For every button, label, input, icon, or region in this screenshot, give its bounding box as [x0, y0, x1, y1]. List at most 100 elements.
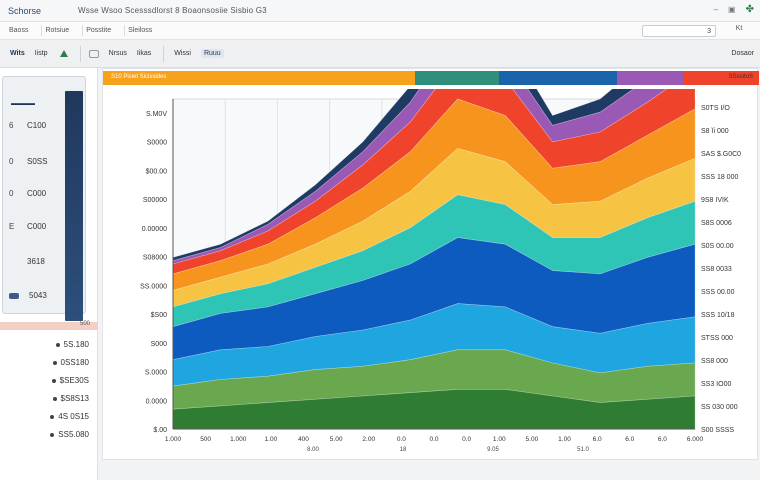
app-name: Schorse	[8, 5, 42, 16]
arrow-up-icon[interactable]	[59, 50, 68, 57]
search-button[interactable]: Kt	[735, 25, 743, 32]
y-tick-label-left: 0.00000	[142, 226, 167, 233]
bullet-icon	[51, 378, 56, 383]
sidebar-row-value: SS5.080	[58, 430, 89, 439]
sidebar-item-label: C000	[27, 189, 47, 198]
x-sub-label: 9.05	[487, 447, 499, 453]
legend-strip-teal	[415, 71, 499, 85]
chart-area: S.M0V S0000 $00.00 S00000 0.00000 S08000 SS.00…	[103, 6, 759, 461]
sidebar-item[interactable]: 6 C100	[9, 121, 46, 130]
x-tick-label: 1.000	[230, 436, 247, 443]
ribbon: Wits Iistp Nrsus Iikas Wissi Ruuu Dosaor	[0, 40, 760, 68]
bullet-icon	[52, 396, 57, 401]
toolbar-item-1[interactable]: Baoss	[9, 27, 29, 34]
legend-strip-orange	[103, 71, 415, 85]
x-sub-label: 8.00	[307, 447, 319, 453]
y-tick-label-left: S00000	[143, 197, 167, 204]
sidebar-divider-value: 500	[79, 321, 90, 327]
y-tick-label-right: S0S 00.00	[701, 243, 734, 250]
image-icon[interactable]	[88, 49, 99, 58]
x-tick-label: 1.00	[265, 436, 278, 443]
ribbon-item-wissi[interactable]: Wissi	[174, 50, 191, 57]
bullet-icon	[50, 432, 55, 437]
bullet-icon	[55, 342, 60, 347]
y-tick-label-left: S.0000	[145, 370, 167, 377]
sidebar-item[interactable]: 0 C000	[9, 189, 46, 198]
sidebar-item-index	[9, 257, 17, 266]
ribbon-item-iistp[interactable]: Iistp	[34, 50, 48, 57]
toolbar: Baoss Rotsiue Posstite Sleiloss 3 Kt	[0, 22, 760, 40]
x-tick-label: 6.0	[593, 436, 602, 443]
ribbon-item-iikas[interactable]: Iikas	[136, 50, 152, 57]
sidebar-item-index: 0	[9, 157, 14, 166]
sidebar-row[interactable]: 4S 0S15	[50, 412, 89, 421]
x-tick-label: 1.000	[165, 436, 182, 443]
legend-strip-purple	[617, 71, 683, 85]
sidebar-item[interactable]: 3618	[9, 257, 45, 266]
sidebar-item-label: C000	[27, 222, 47, 231]
y-tick-label-right: STSS 000	[701, 335, 733, 342]
sidebar-item-index: E	[9, 222, 15, 231]
legend-strip-red	[683, 71, 759, 85]
minimize-button[interactable]: –	[713, 5, 719, 14]
bullet-icon	[50, 414, 55, 419]
x-tick-label: 6.0	[658, 436, 667, 443]
ribbon-item-ruuu[interactable]: Ruuu	[200, 49, 224, 58]
legend-strip	[103, 71, 759, 85]
y-tick-label-left: S0000	[147, 140, 167, 147]
sidebar: ▬▬▬▬ 6 C100 0 S0SS 0 C000 E C000 3618 5043 5…	[0, 68, 98, 480]
x-tick-label: 500	[200, 436, 211, 443]
x-tick-label: 6.0	[625, 436, 634, 443]
window-controls: – ▣ ✤	[714, 4, 754, 15]
y-tick-label-right: SSS 18 000	[701, 174, 738, 181]
ribbon-item-wits[interactable]: Wits	[10, 50, 25, 57]
y-tick-label-right: SS 030 000	[701, 404, 738, 411]
y-tick-label-left: $00.00	[146, 168, 168, 175]
ribbon-right-label[interactable]: Dosaor	[731, 50, 754, 57]
ribbon-item-nrsus[interactable]: Nrsus	[108, 50, 127, 57]
legend-strip-blue	[499, 71, 617, 85]
sidebar-accent-bar	[65, 91, 83, 321]
y-tick-label-right: SS3 IO00	[701, 381, 731, 388]
toolbar-item-4[interactable]: Sleiloss	[124, 25, 155, 36]
search-input[interactable]: 3	[642, 25, 716, 37]
x-tick-label: 0.0	[462, 436, 471, 443]
sidebar-panel: ▬▬▬▬ 6 C100 0 S0SS 0 C000 E C000 3618 5043	[2, 76, 86, 321]
toolbar-item-2[interactable]: Rotsiue	[41, 25, 72, 36]
toolbar-item-3[interactable]: Posstite	[82, 25, 114, 36]
app-logo-icon: ✤	[745, 4, 754, 15]
ribbon-separator	[163, 45, 165, 62]
sidebar-item[interactable]: E C000	[9, 222, 46, 231]
sidebar-header: ▬▬▬▬	[11, 101, 35, 107]
sidebar-row[interactable]: 5S.180	[55, 340, 89, 349]
sidebar-item-label: C100	[27, 121, 47, 130]
title-bar: Schorse Wsse Wsoo Scesssdlorst 8 Boaonso…	[0, 0, 760, 22]
y-tick-label-left: S08000	[143, 255, 167, 262]
x-tick-label: 2.00	[362, 436, 375, 443]
sidebar-row-value: $SE30S	[59, 376, 89, 385]
y-tick-label-right: SS8 000	[701, 358, 728, 365]
sidebar-row[interactable]: SS5.080	[50, 430, 89, 439]
stacked-area-chart: S.M0V S0000 $00.00 S00000 0.00000 S08000 SS.00…	[140, 6, 741, 453]
strip-right-label: SSssitoS	[728, 74, 753, 80]
sidebar-item[interactable]: 0 S0SS	[9, 157, 47, 166]
sidebar-row-value: 0SS180	[60, 358, 89, 367]
sidebar-row[interactable]: $S8S13	[52, 394, 89, 403]
sidebar-item-label: 3618	[27, 257, 45, 266]
strip-label: S10 Pisiet Sicissides	[111, 74, 167, 80]
sidebar-row[interactable]: 0SS180	[52, 358, 89, 367]
sidebar-row-value: $S8S13	[60, 394, 89, 403]
y-tick-label-right: 9S8 IVIK	[701, 197, 729, 204]
main-panel: S10 Pisiet Sicissides SSssitoS S.M0V S000…	[102, 6, 759, 461]
sidebar-row[interactable]: $SE30S	[51, 376, 89, 385]
bullet-icon	[52, 360, 57, 365]
x-tick-label: 6.000	[687, 436, 704, 443]
sidebar-row-value: 4S 0S15	[58, 412, 89, 421]
document-title: Wsse Wsoo Scesssdlorst 8 Boaonsosiie Sis…	[78, 6, 267, 15]
maximize-button[interactable]: ▣	[728, 5, 736, 14]
sidebar-item-marker	[9, 293, 19, 299]
y-tick-label-right: S8 ĭi 000	[701, 128, 729, 135]
y-tick-label-left: S.M0V	[146, 111, 167, 118]
sidebar-item[interactable]: 5043	[9, 291, 47, 300]
sidebar-item-label: 5043	[29, 291, 47, 300]
